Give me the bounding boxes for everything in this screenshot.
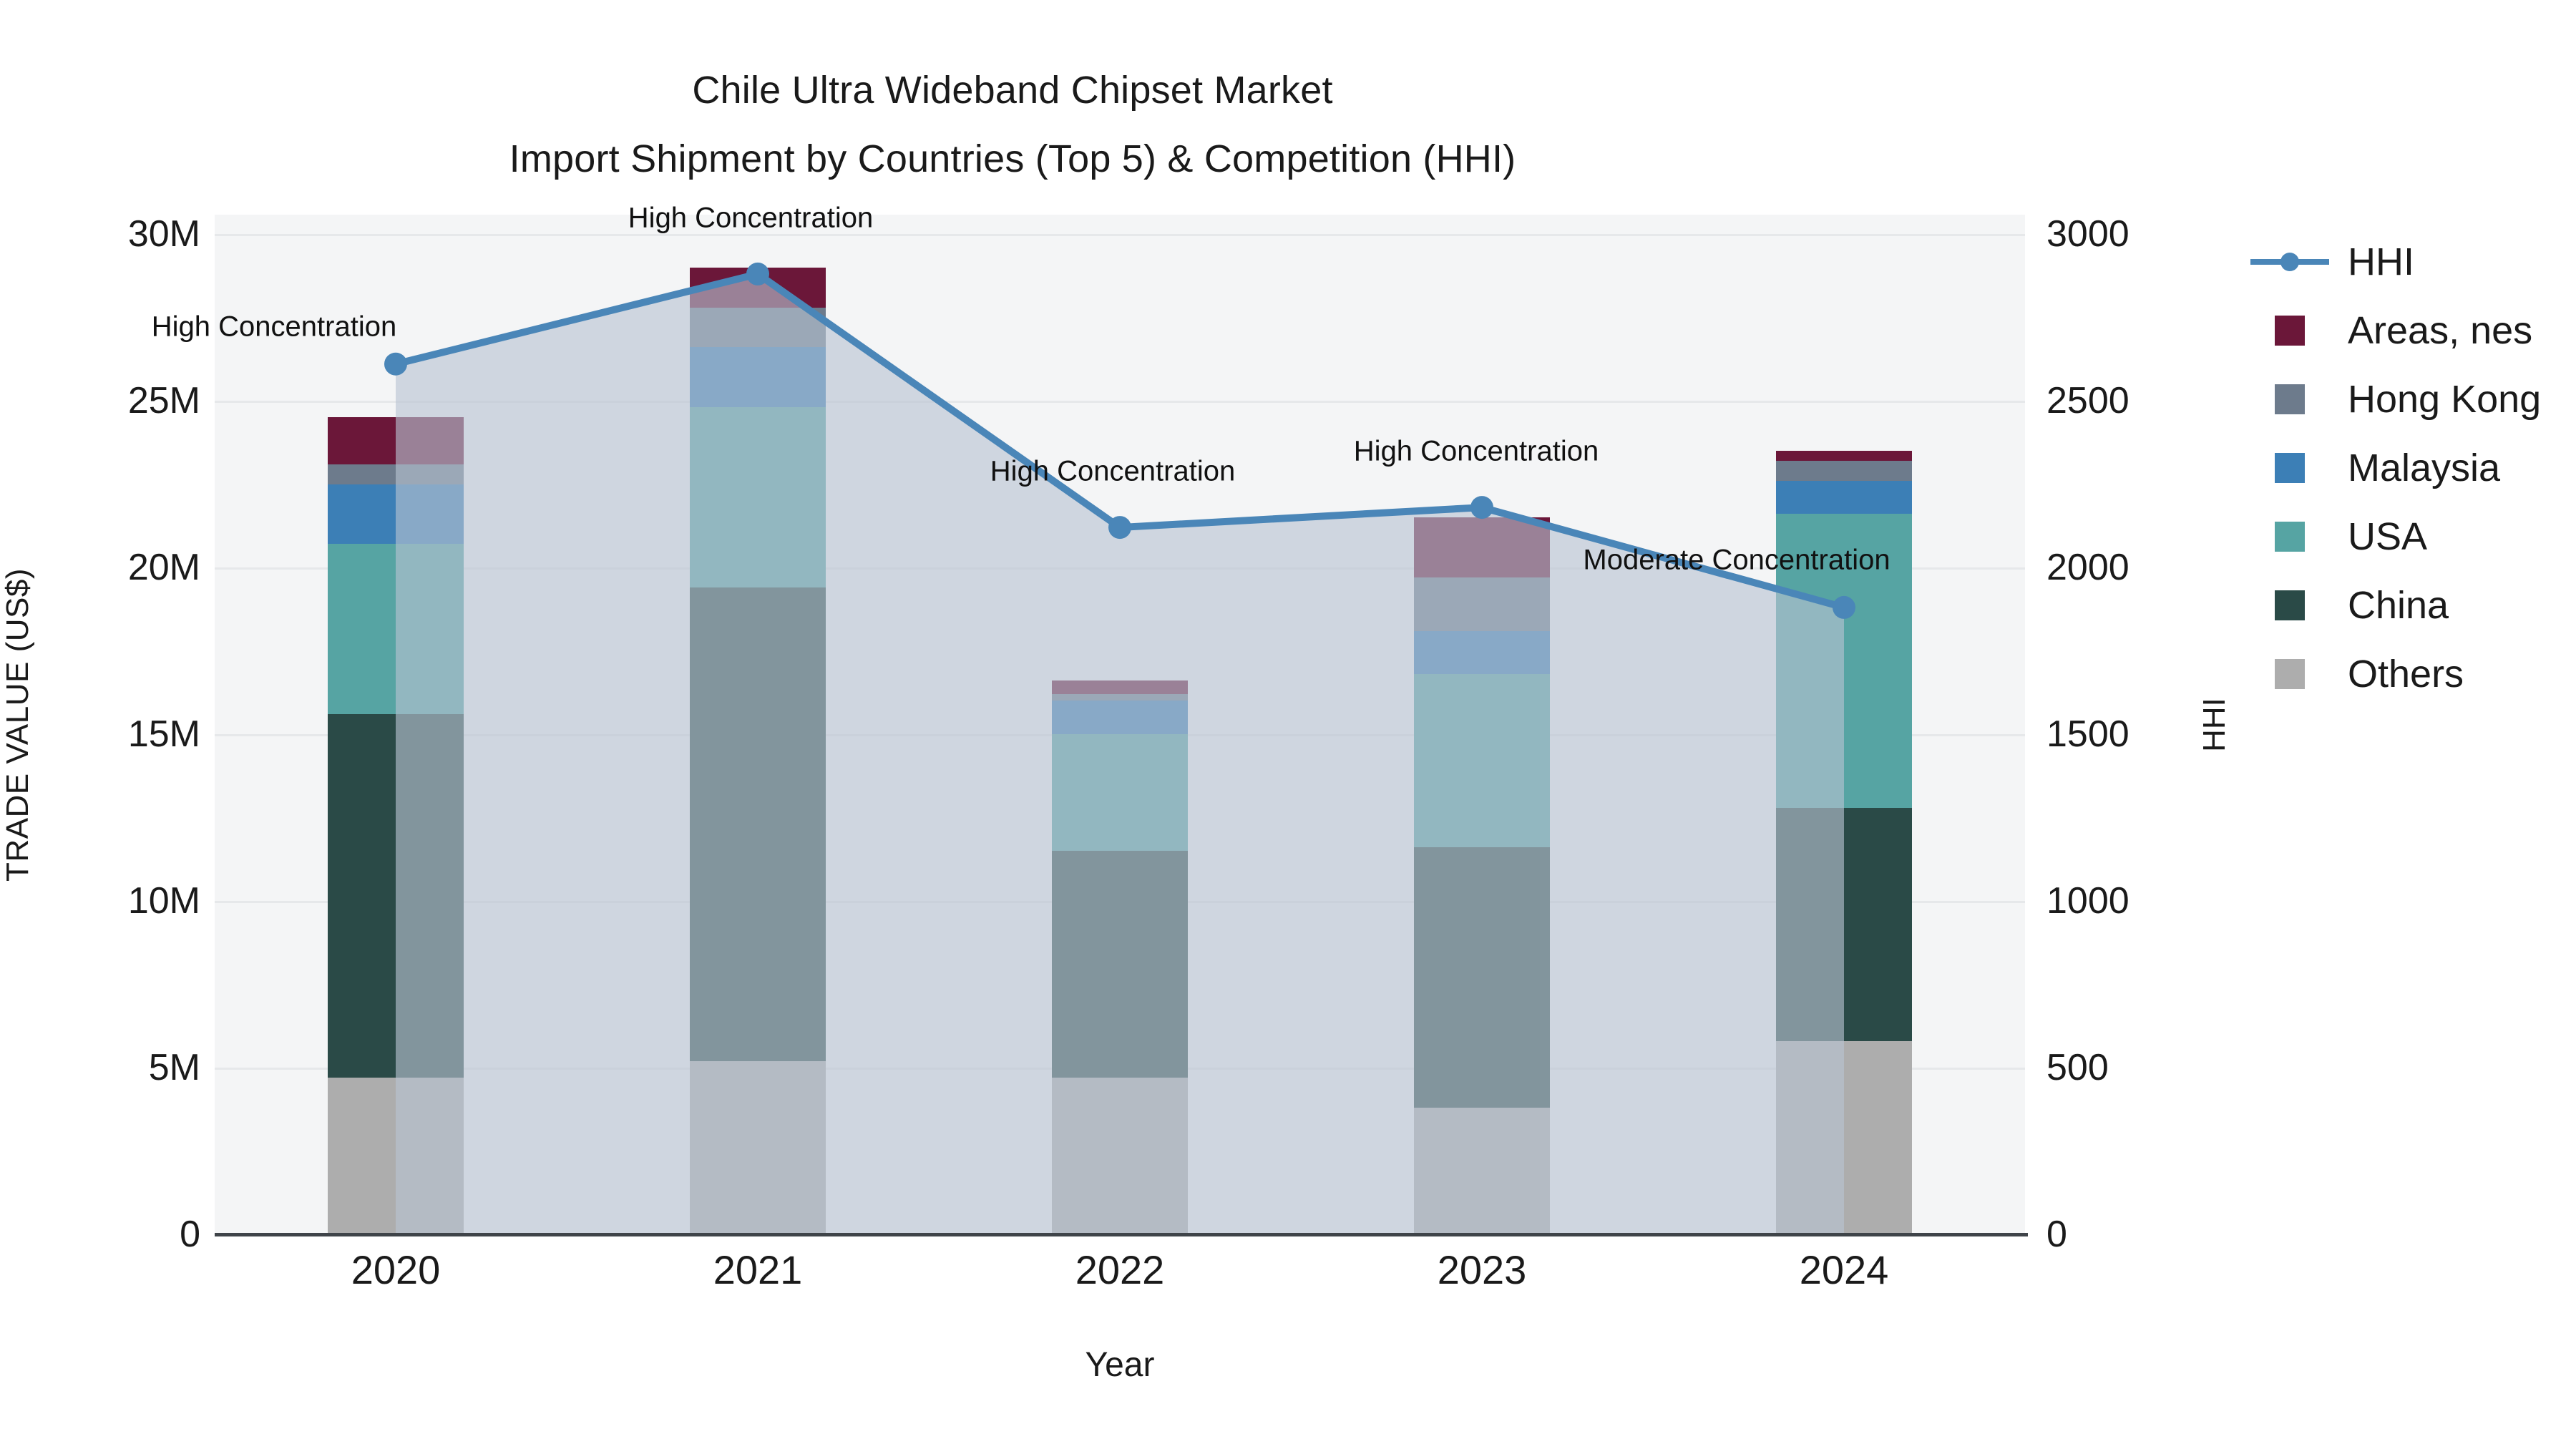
legend-item-hhi[interactable]: HHI xyxy=(2250,228,2565,296)
legend-item-china[interactable]: China xyxy=(2250,571,2565,640)
legend-item-label: Hong Kong xyxy=(2348,378,2542,421)
legend-item-label: Malaysia xyxy=(2348,447,2501,489)
y-tick-left: 15M xyxy=(127,713,200,755)
y-tick-left: 10M xyxy=(127,880,200,922)
x-tick-2023: 2023 xyxy=(1437,1247,1527,1292)
legend: HHI Areas, nes Hong Kong Malaysia USA China Ot… xyxy=(2250,228,2565,708)
bar-segment-hong-kong[interactable] xyxy=(690,307,826,348)
color-swatch-icon xyxy=(2275,522,2305,552)
bar-segment-areas-nes[interactable] xyxy=(1414,517,1550,577)
legend-item-others[interactable]: Others xyxy=(2250,640,2565,708)
legend-key-icon xyxy=(2250,522,2329,552)
bar-segment-others[interactable] xyxy=(1776,1040,1912,1234)
y-axis-left-label: TRADE VALUE (US$) xyxy=(0,567,35,882)
y-tick-right: 1000 xyxy=(2046,880,2129,922)
annotation-2022: High Concentration xyxy=(990,455,1236,487)
y-tick-left: 30M xyxy=(127,213,200,255)
legend-key-icon xyxy=(2250,248,2329,276)
annotation-2024: Moderate Concentration xyxy=(1583,544,1890,576)
color-swatch-icon xyxy=(2275,659,2305,689)
legend-item-label: Areas, nes xyxy=(2348,309,2533,352)
legend-item-label: China xyxy=(2348,584,2449,627)
legend-item-label: Others xyxy=(2348,653,2464,696)
bar-segment-malaysia[interactable] xyxy=(1414,630,1550,675)
legend-item-malaysia[interactable]: Malaysia xyxy=(2250,434,2565,502)
y-tick-left: 25M xyxy=(127,380,200,421)
bar-segment-usa[interactable] xyxy=(690,407,826,587)
bar-segment-hong-kong[interactable] xyxy=(1414,577,1550,631)
marker-dot-icon xyxy=(2280,253,2299,271)
bar-segment-malaysia[interactable] xyxy=(690,347,826,408)
y-tick-left: 5M xyxy=(148,1047,200,1088)
legend-item-label: USA xyxy=(2348,515,2428,558)
x-tick-2020: 2020 xyxy=(351,1247,441,1292)
bar-segment-others[interactable] xyxy=(1052,1077,1188,1234)
bar-segment-china[interactable] xyxy=(1776,807,1912,1041)
bar-segment-china[interactable] xyxy=(1052,851,1188,1078)
annotation-2021: High Concentration xyxy=(628,202,874,234)
bar-group-2022[interactable] xyxy=(1052,654,1188,1234)
y-tick-left: 20M xyxy=(127,547,200,588)
legend-item-label: HHI xyxy=(2348,240,2414,283)
bar-segment-china[interactable] xyxy=(1414,847,1550,1108)
color-swatch-icon xyxy=(2275,316,2305,346)
x-axis-label: Year xyxy=(1085,1346,1155,1384)
bar-segment-areas-nes[interactable] xyxy=(1776,450,1912,461)
y-tick-right: 0 xyxy=(2046,1214,2067,1255)
bar-group-2021[interactable] xyxy=(690,267,826,1234)
legend-item-usa[interactable]: USA xyxy=(2250,502,2565,571)
color-swatch-icon xyxy=(2275,590,2305,620)
x-tick-2024: 2024 xyxy=(1799,1247,1889,1292)
bar-segment-areas-nes[interactable] xyxy=(1052,680,1188,695)
bar-segment-hong-kong[interactable] xyxy=(1052,694,1188,701)
legend-item-areas-nes[interactable]: Areas, nes xyxy=(2250,296,2565,365)
title-line-1: Chile Ultra Wideband Chipset Market xyxy=(692,69,1333,112)
bar-segment-usa[interactable] xyxy=(1052,734,1188,852)
y-tick-right: 3000 xyxy=(2046,213,2129,255)
bar-segment-china[interactable] xyxy=(328,714,464,1078)
legend-key-icon xyxy=(2250,384,2329,414)
bar-segment-china[interactable] xyxy=(690,587,826,1061)
legend-key-icon xyxy=(2250,590,2329,620)
chart-title: Chile Ultra Wideband Chipset Market Impo… xyxy=(0,56,2025,193)
hhi-marker-2023[interactable] xyxy=(1470,496,1493,519)
bar-segment-hong-kong[interactable] xyxy=(1776,460,1912,481)
bar-segment-usa[interactable] xyxy=(328,544,464,715)
bar-segment-usa[interactable] xyxy=(1414,674,1550,848)
hhi-marker-2020[interactable] xyxy=(384,352,407,376)
gridline xyxy=(215,234,2025,236)
bar-segment-others[interactable] xyxy=(690,1060,826,1234)
plot-area: High Concentration High Concentration High… xyxy=(152,202,2025,1236)
bar-segment-areas-nes[interactable] xyxy=(690,267,826,308)
legend-key-icon xyxy=(2250,316,2329,346)
legend-key-icon xyxy=(2250,659,2329,689)
y-tick-right: 2500 xyxy=(2046,380,2129,421)
bar-group-2020[interactable] xyxy=(328,417,464,1234)
gridline xyxy=(215,401,2025,403)
bar-segment-areas-nes[interactable] xyxy=(328,417,464,464)
annotation-2023: High Concentration xyxy=(1353,435,1599,467)
y-tick-left: 0 xyxy=(180,1214,200,1255)
y-axis-right-label: HHI xyxy=(2197,697,2232,752)
x-axis-line xyxy=(215,1233,2028,1236)
title-line-2: Import Shipment by Countries (Top 5) & C… xyxy=(509,137,1516,180)
bar-segment-others[interactable] xyxy=(328,1077,464,1234)
color-swatch-icon xyxy=(2275,453,2305,483)
bar-group-2023[interactable] xyxy=(1414,517,1550,1234)
x-tick-2021: 2021 xyxy=(713,1247,803,1292)
bar-segment-others[interactable] xyxy=(1414,1107,1550,1234)
annotation-2020: High Concentration xyxy=(151,311,397,343)
legend-item-hong-kong[interactable]: Hong Kong xyxy=(2250,365,2565,434)
legend-key-icon xyxy=(2250,453,2329,483)
x-tick-2022: 2022 xyxy=(1075,1247,1165,1292)
bar-segment-malaysia[interactable] xyxy=(1052,701,1188,734)
y-tick-right: 1500 xyxy=(2046,713,2129,755)
bar-segment-hong-kong[interactable] xyxy=(328,464,464,484)
bar-segment-malaysia[interactable] xyxy=(328,484,464,545)
bar-segment-malaysia[interactable] xyxy=(1776,480,1912,514)
color-swatch-icon xyxy=(2275,384,2305,414)
y-tick-right: 2000 xyxy=(2046,547,2129,588)
hhi-marker-2022[interactable] xyxy=(1108,516,1131,540)
y-tick-right: 500 xyxy=(2046,1047,2109,1088)
